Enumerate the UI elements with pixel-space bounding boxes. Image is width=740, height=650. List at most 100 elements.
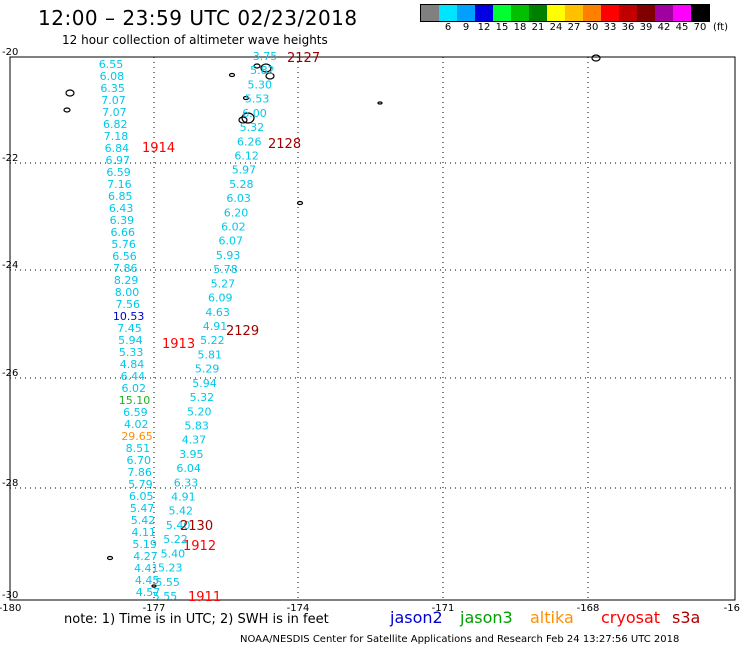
- legend-swatch: [637, 5, 655, 21]
- island: [65, 89, 75, 97]
- wave-height-value: 5.97: [232, 164, 257, 177]
- wave-height-value: 5.94: [118, 334, 143, 347]
- legend-label: 15: [495, 22, 509, 33]
- wave-height-value: 6.59: [106, 166, 131, 179]
- wave-height-value: 6.97: [105, 154, 130, 167]
- wave-height-value: 7.86: [127, 466, 152, 479]
- wave-height-value: 6.20: [224, 206, 249, 219]
- lon-label: -168: [577, 603, 600, 614]
- legend-swatch: [655, 5, 673, 21]
- island: [296, 200, 304, 206]
- legend-label: 27: [567, 22, 581, 33]
- legend-swatch: [601, 5, 619, 21]
- altimeter-track-west: 6.556.086.357.077.076.827.186.846.976.59…: [99, 58, 161, 599]
- legend-swatch: [691, 5, 709, 21]
- legend-label: 39: [639, 22, 653, 33]
- wave-height-value: 4.84: [120, 358, 145, 371]
- wave-height-value: 6.44: [121, 370, 146, 383]
- legend-label: 30: [585, 22, 599, 33]
- legend-swatch: [475, 5, 493, 21]
- island: [106, 555, 114, 561]
- page-subtitle: 12 hour collection of altimeter wave hei…: [62, 33, 328, 47]
- satellite-label: cryosat: [601, 608, 661, 627]
- wave-height-value: 5.53: [245, 93, 270, 106]
- legend-label: 45: [675, 22, 689, 33]
- wave-height-value: 8.00: [115, 286, 140, 299]
- wave-height-value: 7.07: [102, 106, 127, 119]
- satellite-label: altika: [530, 608, 574, 627]
- satellite-label: jason3: [460, 608, 513, 627]
- time-label: 2130: [180, 519, 213, 534]
- wave-height-value: 5.27: [211, 277, 236, 290]
- legend-swatch: [493, 5, 511, 21]
- wave-height-value: 8.51: [126, 442, 151, 455]
- wave-height-value: 6.82: [103, 118, 128, 131]
- legend-swatch: [547, 5, 565, 21]
- lat-label: -22: [2, 153, 18, 164]
- wave-height-value: 6.08: [100, 70, 125, 83]
- legend-swatch: [421, 5, 439, 21]
- island: [241, 112, 255, 124]
- wave-height-value: 6.09: [208, 292, 233, 305]
- wave-height-value: 5.29: [195, 363, 220, 376]
- island: [151, 584, 157, 588]
- wave-height-value: 6.33: [174, 476, 199, 489]
- wave-height-value: 5.47: [130, 502, 155, 515]
- lat-label: -24: [2, 260, 18, 271]
- legend-label: 18: [513, 22, 527, 33]
- wave-height-value: 5.76: [111, 238, 136, 251]
- island: [377, 101, 383, 105]
- legend-swatch: [511, 5, 529, 21]
- wave-height-value: 6.35: [100, 82, 125, 95]
- wave-height-value: 7.07: [101, 94, 126, 107]
- wave-height-value: 5.20: [187, 405, 212, 418]
- legend-swatch: [529, 5, 547, 21]
- wave-height-value: 6.05: [129, 490, 154, 503]
- wave-height-value: 5.22: [163, 533, 188, 546]
- lon-label: -180: [0, 603, 21, 614]
- lat-label: -30: [2, 590, 18, 601]
- wave-height-value: 7.86: [113, 262, 138, 275]
- wave-height-value: 5.82: [250, 64, 275, 77]
- wave-height-value: 7.45: [117, 322, 142, 335]
- wave-height-value: 5.28: [229, 178, 254, 191]
- wave-height-value: 6.07: [219, 235, 244, 248]
- satellite-label: jason2: [390, 608, 443, 627]
- time-label: 1911: [188, 590, 221, 605]
- legend-unit: (ft): [713, 22, 729, 33]
- wave-height-value: 6.66: [111, 226, 136, 239]
- wave-height-value: 5.30: [247, 78, 272, 91]
- island: [63, 107, 71, 113]
- wave-height-value: 4.91: [203, 320, 228, 333]
- wave-height-value: 6.84: [105, 142, 130, 155]
- island: [591, 54, 601, 62]
- lon-label: -165: [724, 603, 740, 614]
- wave-height-value: 6.03: [226, 192, 251, 205]
- legend-label: 36: [621, 22, 635, 33]
- island: [253, 63, 261, 69]
- lon-label: -171: [432, 603, 455, 614]
- lon-label: -177: [143, 603, 166, 614]
- wave-height-value: 5.55: [155, 576, 180, 589]
- legend-label: 42: [657, 22, 671, 33]
- color-legend: [420, 4, 710, 22]
- wave-height-value: 6.43: [109, 202, 134, 215]
- wave-height-value: 5.40: [161, 547, 186, 560]
- wave-height-value: 6.56: [112, 250, 137, 263]
- footnote: note: 1) Time is in UTC; 2) SWH is in fe…: [64, 612, 329, 627]
- wave-height-value: 4.11: [132, 526, 157, 539]
- time-label: 2127: [287, 51, 320, 66]
- time-label: 1913: [162, 337, 195, 352]
- wave-height-value: 4.02: [124, 418, 149, 431]
- wave-height-value: 4.91: [171, 491, 196, 504]
- wave-height-value: 6.59: [123, 406, 148, 419]
- wave-height-value: 8.29: [114, 274, 139, 287]
- land-islands: [63, 54, 601, 588]
- wave-height-value: 5.32: [240, 121, 265, 134]
- wave-height-value: 10.53: [113, 310, 145, 323]
- legend-swatch: [673, 5, 691, 21]
- wave-height-value: 6.04: [176, 462, 201, 475]
- wave-height-value: 4.45: [135, 574, 160, 587]
- time-label: 1912: [183, 539, 216, 554]
